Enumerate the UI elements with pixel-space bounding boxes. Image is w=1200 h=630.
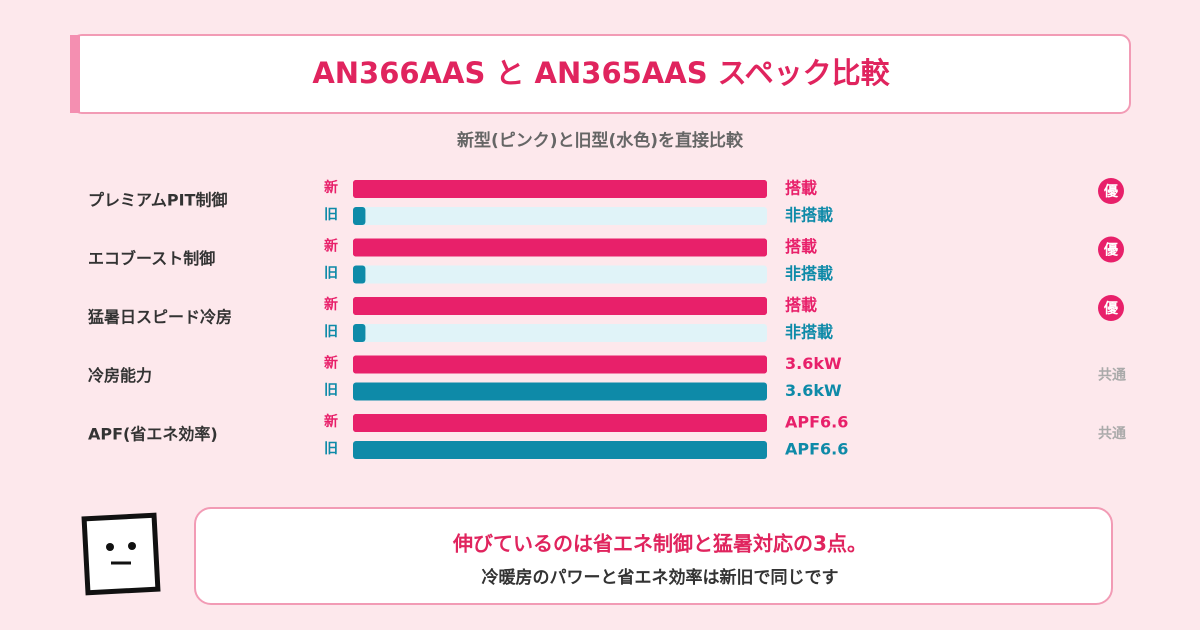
status-label: 非搭載	[785, 206, 833, 225]
bar-track	[353, 265, 767, 284]
bar	[353, 180, 767, 198]
bar	[353, 441, 767, 459]
verdict-label: 共通	[1098, 367, 1126, 384]
status-label: 3.6kW	[785, 354, 842, 373]
bar	[353, 207, 366, 225]
status-label: APF6.6	[785, 413, 848, 432]
verdict-badge	[1098, 178, 1124, 204]
bar-track	[353, 207, 767, 225]
bar	[353, 297, 767, 315]
verdict-label: 優	[1103, 242, 1119, 259]
series-label: 旧	[324, 441, 338, 457]
status-label: 搭載	[785, 237, 817, 256]
verdict-label: 優	[1103, 183, 1119, 200]
footer-box	[194, 507, 1113, 605]
status-label: 搭載	[785, 296, 817, 315]
status-label: 非搭載	[785, 323, 833, 342]
series-label: 旧	[324, 207, 338, 223]
status-label: APF6.6	[785, 440, 848, 459]
series-label: 新	[324, 296, 338, 313]
status-label: 3.6kW	[785, 381, 842, 400]
face-icon	[81, 512, 161, 596]
series-label: 新	[324, 413, 338, 430]
bar	[353, 382, 767, 401]
bar	[353, 414, 767, 432]
bar	[353, 238, 767, 257]
category-label: APF(省エネ効率)	[88, 425, 218, 444]
status-label: 搭載	[785, 179, 817, 198]
series-label: 旧	[324, 266, 338, 282]
status-label: 非搭載	[785, 264, 833, 283]
bar-track	[353, 324, 767, 342]
series-label: 新	[324, 355, 338, 372]
verdict-badge	[1098, 236, 1124, 263]
series-label: 新	[324, 179, 338, 196]
verdict-label: 共通	[1098, 425, 1126, 442]
chart-title: AN366AAS と AN365AAS スペック比較	[312, 56, 890, 90]
bar	[353, 265, 366, 284]
bar	[353, 324, 366, 342]
series-label: 旧	[324, 383, 338, 399]
verdict-badge	[1098, 295, 1124, 321]
category-label: エコブースト制御	[88, 249, 215, 268]
header-accent	[70, 35, 80, 113]
verdict-label: 優	[1103, 300, 1119, 317]
category-label: 猛暑日スピード冷房	[87, 308, 232, 327]
footer-headline: 伸びているのは省エネ制御と猛暑対応の3点。	[452, 532, 867, 556]
series-label: 旧	[324, 324, 338, 340]
footer-note: 冷暖房のパワーと省エネ効率は新旧で同じです	[482, 567, 839, 588]
series-label: 新	[324, 238, 338, 255]
category-label: プレミアムPIT制御	[88, 191, 227, 210]
bar	[353, 355, 767, 374]
chart-subtitle: 新型(ピンク)と旧型(水色)を直接比較	[457, 130, 744, 151]
category-label: 冷房能力	[88, 366, 152, 385]
